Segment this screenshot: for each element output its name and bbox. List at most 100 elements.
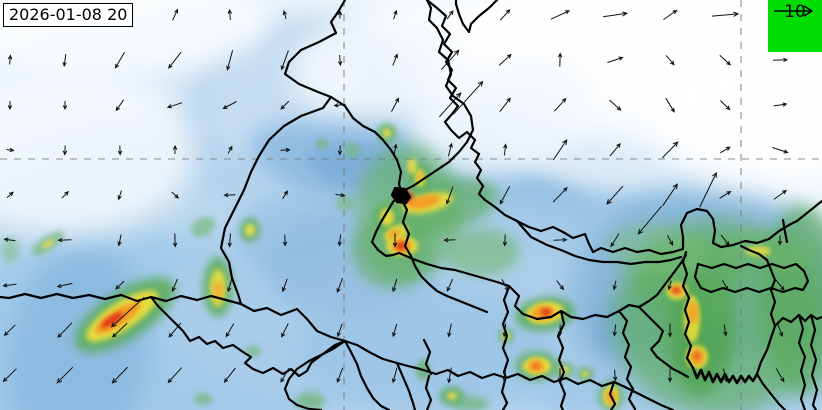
border-maharashtra-north — [434, 368, 627, 389]
wind-reference-value: 10 — [784, 2, 806, 22]
wind-arrow — [223, 367, 236, 384]
wind-arrow — [227, 145, 233, 154]
wind-arrow — [502, 368, 507, 383]
wind-arrow — [227, 233, 232, 248]
wind-arrow — [446, 9, 454, 20]
precip-blob — [581, 371, 589, 377]
precip-blob — [1, 237, 19, 263]
wind-arrow — [556, 280, 565, 291]
wind-reference-legend: 10 — [768, 0, 822, 52]
border-jharkhand — [637, 305, 690, 379]
wind-arrow — [557, 324, 563, 337]
wind-arrow — [282, 234, 288, 247]
wind-arrow — [337, 234, 342, 247]
wind-arrow — [443, 237, 456, 243]
border-mp-vertical2 — [501, 285, 511, 380]
coast-southeast — [755, 372, 787, 410]
border-himalaya-main — [539, 199, 822, 256]
wind-arrow — [610, 233, 620, 248]
wind-arrow — [6, 147, 15, 153]
wind-arrow — [226, 50, 234, 71]
wind-arrow — [3, 237, 16, 242]
wind-arrow — [719, 191, 732, 199]
wind-arrow — [663, 9, 678, 21]
wind-arrow — [336, 323, 343, 338]
border-knot — [390, 186, 412, 205]
wind-arrow — [552, 186, 568, 203]
wind-arrow — [501, 279, 509, 292]
wind-arrow — [392, 189, 398, 202]
wind-arrow — [393, 9, 398, 20]
wind-arrow — [720, 234, 730, 246]
wind-arrow — [719, 54, 732, 66]
border-pakistan-west — [219, 0, 347, 306]
wind-arrow — [503, 143, 508, 156]
wind-arrow — [772, 57, 789, 63]
wind-arrow — [392, 278, 398, 293]
wind-arrow — [557, 368, 563, 383]
precip-blob — [335, 195, 355, 211]
wind-arrow — [62, 54, 67, 68]
precip-blob — [694, 352, 700, 360]
wind-arrow — [6, 191, 14, 199]
precip-blob — [396, 242, 406, 250]
wind-arrow — [280, 147, 291, 153]
wind-arrow — [699, 171, 717, 208]
wind-arrow — [168, 51, 182, 69]
wind-arrow — [665, 97, 675, 113]
wind-arrow — [117, 234, 122, 247]
wind-arrow — [440, 49, 460, 71]
wind-arrow — [502, 234, 508, 247]
timestamp-box: 2026-01-08 20 — [3, 3, 134, 27]
wind-arrow — [227, 8, 233, 21]
border-tripura — [773, 313, 822, 328]
precip-blob — [380, 208, 394, 226]
precip-blob — [447, 392, 457, 400]
wind-arrow — [2, 368, 17, 383]
wind-arrow — [606, 185, 624, 205]
wind-arrow — [333, 103, 346, 108]
wind-arrow — [56, 282, 73, 288]
wind-arrow — [557, 52, 563, 67]
border-mp-vertical3 — [556, 309, 567, 410]
wind-arrow — [609, 99, 622, 111]
precip-blob — [245, 345, 261, 357]
wind-arrow — [114, 51, 125, 69]
border-nepal-west-lower — [483, 198, 543, 233]
wind-arrow — [447, 367, 452, 384]
wind-arrow — [282, 190, 288, 200]
wind-arrow — [110, 296, 145, 328]
wind-arrow — [2, 283, 17, 288]
precip-blob — [213, 281, 223, 299]
wind-arrow — [166, 102, 183, 109]
wind-arrow — [662, 183, 678, 207]
wind-arrow — [446, 186, 454, 205]
wind-arrow — [7, 54, 13, 65]
border-uttarakhand-china — [399, 0, 475, 194]
border-himachal — [329, 95, 403, 194]
wind-arrow — [499, 8, 511, 21]
wind-arrow — [553, 97, 567, 112]
wind-arrow — [57, 237, 72, 243]
wind-arrow — [337, 54, 343, 67]
border-nepal-west — [425, 0, 487, 202]
border-meghalaya — [693, 262, 810, 294]
wind-arrow — [447, 142, 453, 157]
precip-blob — [295, 392, 325, 410]
border-mp-vertical1 — [422, 338, 433, 376]
wind-arrow — [719, 100, 731, 111]
wind-arrow — [550, 10, 571, 20]
wind-arrow — [282, 9, 287, 20]
wind-arrow — [391, 97, 400, 112]
wind-arrow — [502, 323, 507, 338]
border-delhi-west — [370, 190, 403, 258]
border-delhi-east — [399, 196, 489, 314]
wind-arrow — [280, 50, 289, 71]
precip-blob — [745, 246, 771, 256]
coast-khambhat — [395, 361, 417, 410]
border-mizoram-west — [797, 313, 807, 410]
wind-arrow — [612, 324, 617, 337]
border-nepal-south — [515, 219, 683, 266]
wind-arrow — [57, 322, 73, 339]
